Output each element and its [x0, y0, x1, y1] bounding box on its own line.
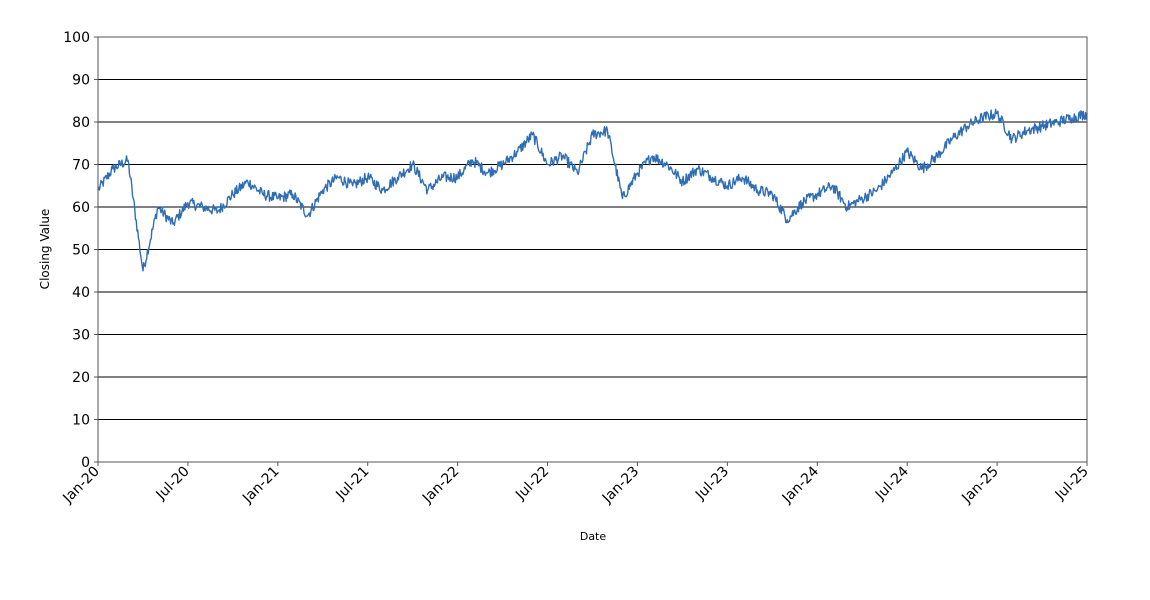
y-axis-ticks: 0 10 20 30 40 50 60 70 80 90 100	[63, 30, 98, 471]
x-tick-label: Jul-20	[153, 464, 193, 504]
x-tick-label: Jan-24	[779, 463, 823, 507]
y-axis-label: Closing Value	[38, 209, 52, 290]
y-tick-label: 50	[72, 243, 90, 259]
y-tick-label: 0	[81, 455, 90, 471]
x-tick-label: Jul-25	[1052, 464, 1092, 504]
x-tick-label: Jan-21	[239, 464, 282, 507]
y-tick-label: 100	[63, 30, 90, 46]
y-tick-label: 10	[72, 413, 90, 429]
x-tick-label: Jul-23	[692, 464, 732, 504]
x-tick-label: Jan-22	[419, 464, 462, 507]
grid-lines	[98, 36, 1087, 463]
y-tick-label: 90	[72, 73, 90, 89]
y-tick-label: 40	[72, 285, 90, 301]
x-tick-label: Jan-25	[958, 464, 1001, 507]
y-tick-label: 20	[72, 370, 90, 386]
y-tick-label: 70	[72, 158, 90, 174]
x-tick-label: Jul-21	[332, 464, 372, 504]
y-tick-label: 80	[72, 115, 90, 131]
x-tick-label: Jul-24	[872, 463, 912, 503]
closing-value-line	[97, 108, 1088, 272]
x-tick-label: Jan-23	[599, 464, 642, 507]
x-tick-label: Jul-22	[512, 464, 552, 504]
plot-area-frame	[97, 36, 1088, 463]
y-tick-label: 30	[72, 328, 90, 344]
x-axis-ticks: Jan-20 Jul-20 Jan-21 Jul-21 Jan-22 Jul-22 Jan-…	[59, 462, 1092, 507]
y-tick-label: 60	[72, 200, 90, 216]
x-axis-label: Date	[580, 530, 607, 543]
